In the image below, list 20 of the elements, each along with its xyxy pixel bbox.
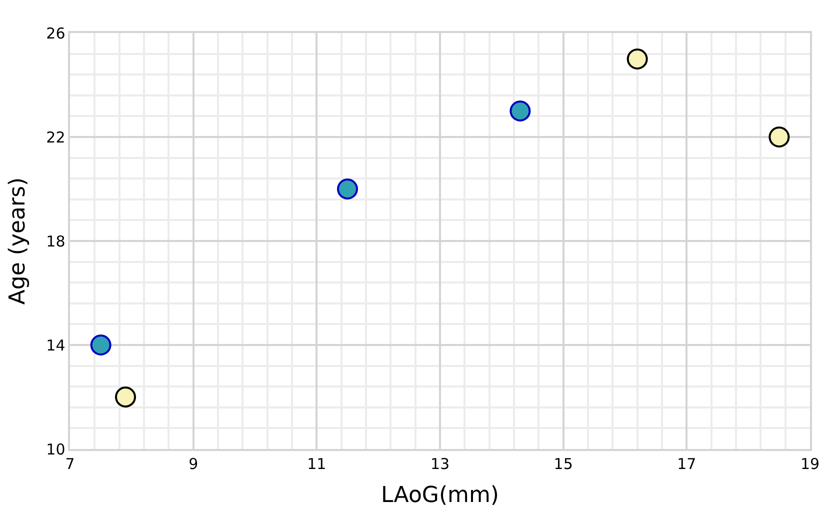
x-tick-label: 19 [800,454,820,473]
x-tick-label: 11 [307,454,326,473]
x-axis-title: LAoG(mm) [381,483,499,508]
x-tick-label: 13 [430,454,450,473]
x-tick-label: 17 [677,454,696,473]
point [337,178,358,200]
y-tick-label: 22 [46,128,66,146]
point [510,100,531,122]
y-axis-title: Age (years) [5,177,30,305]
point [768,126,790,148]
y-tick-label: 14 [46,336,66,354]
y-tick-label: 10 [46,440,66,458]
y-tick-label: 18 [46,232,66,250]
x-tick-label: 9 [188,454,198,473]
y-tick-label: 26 [46,24,66,42]
x-tick-label: 15 [554,454,573,473]
point [90,334,112,356]
point [626,48,648,70]
x-tick-label: 7 [65,454,75,473]
point [115,386,136,408]
